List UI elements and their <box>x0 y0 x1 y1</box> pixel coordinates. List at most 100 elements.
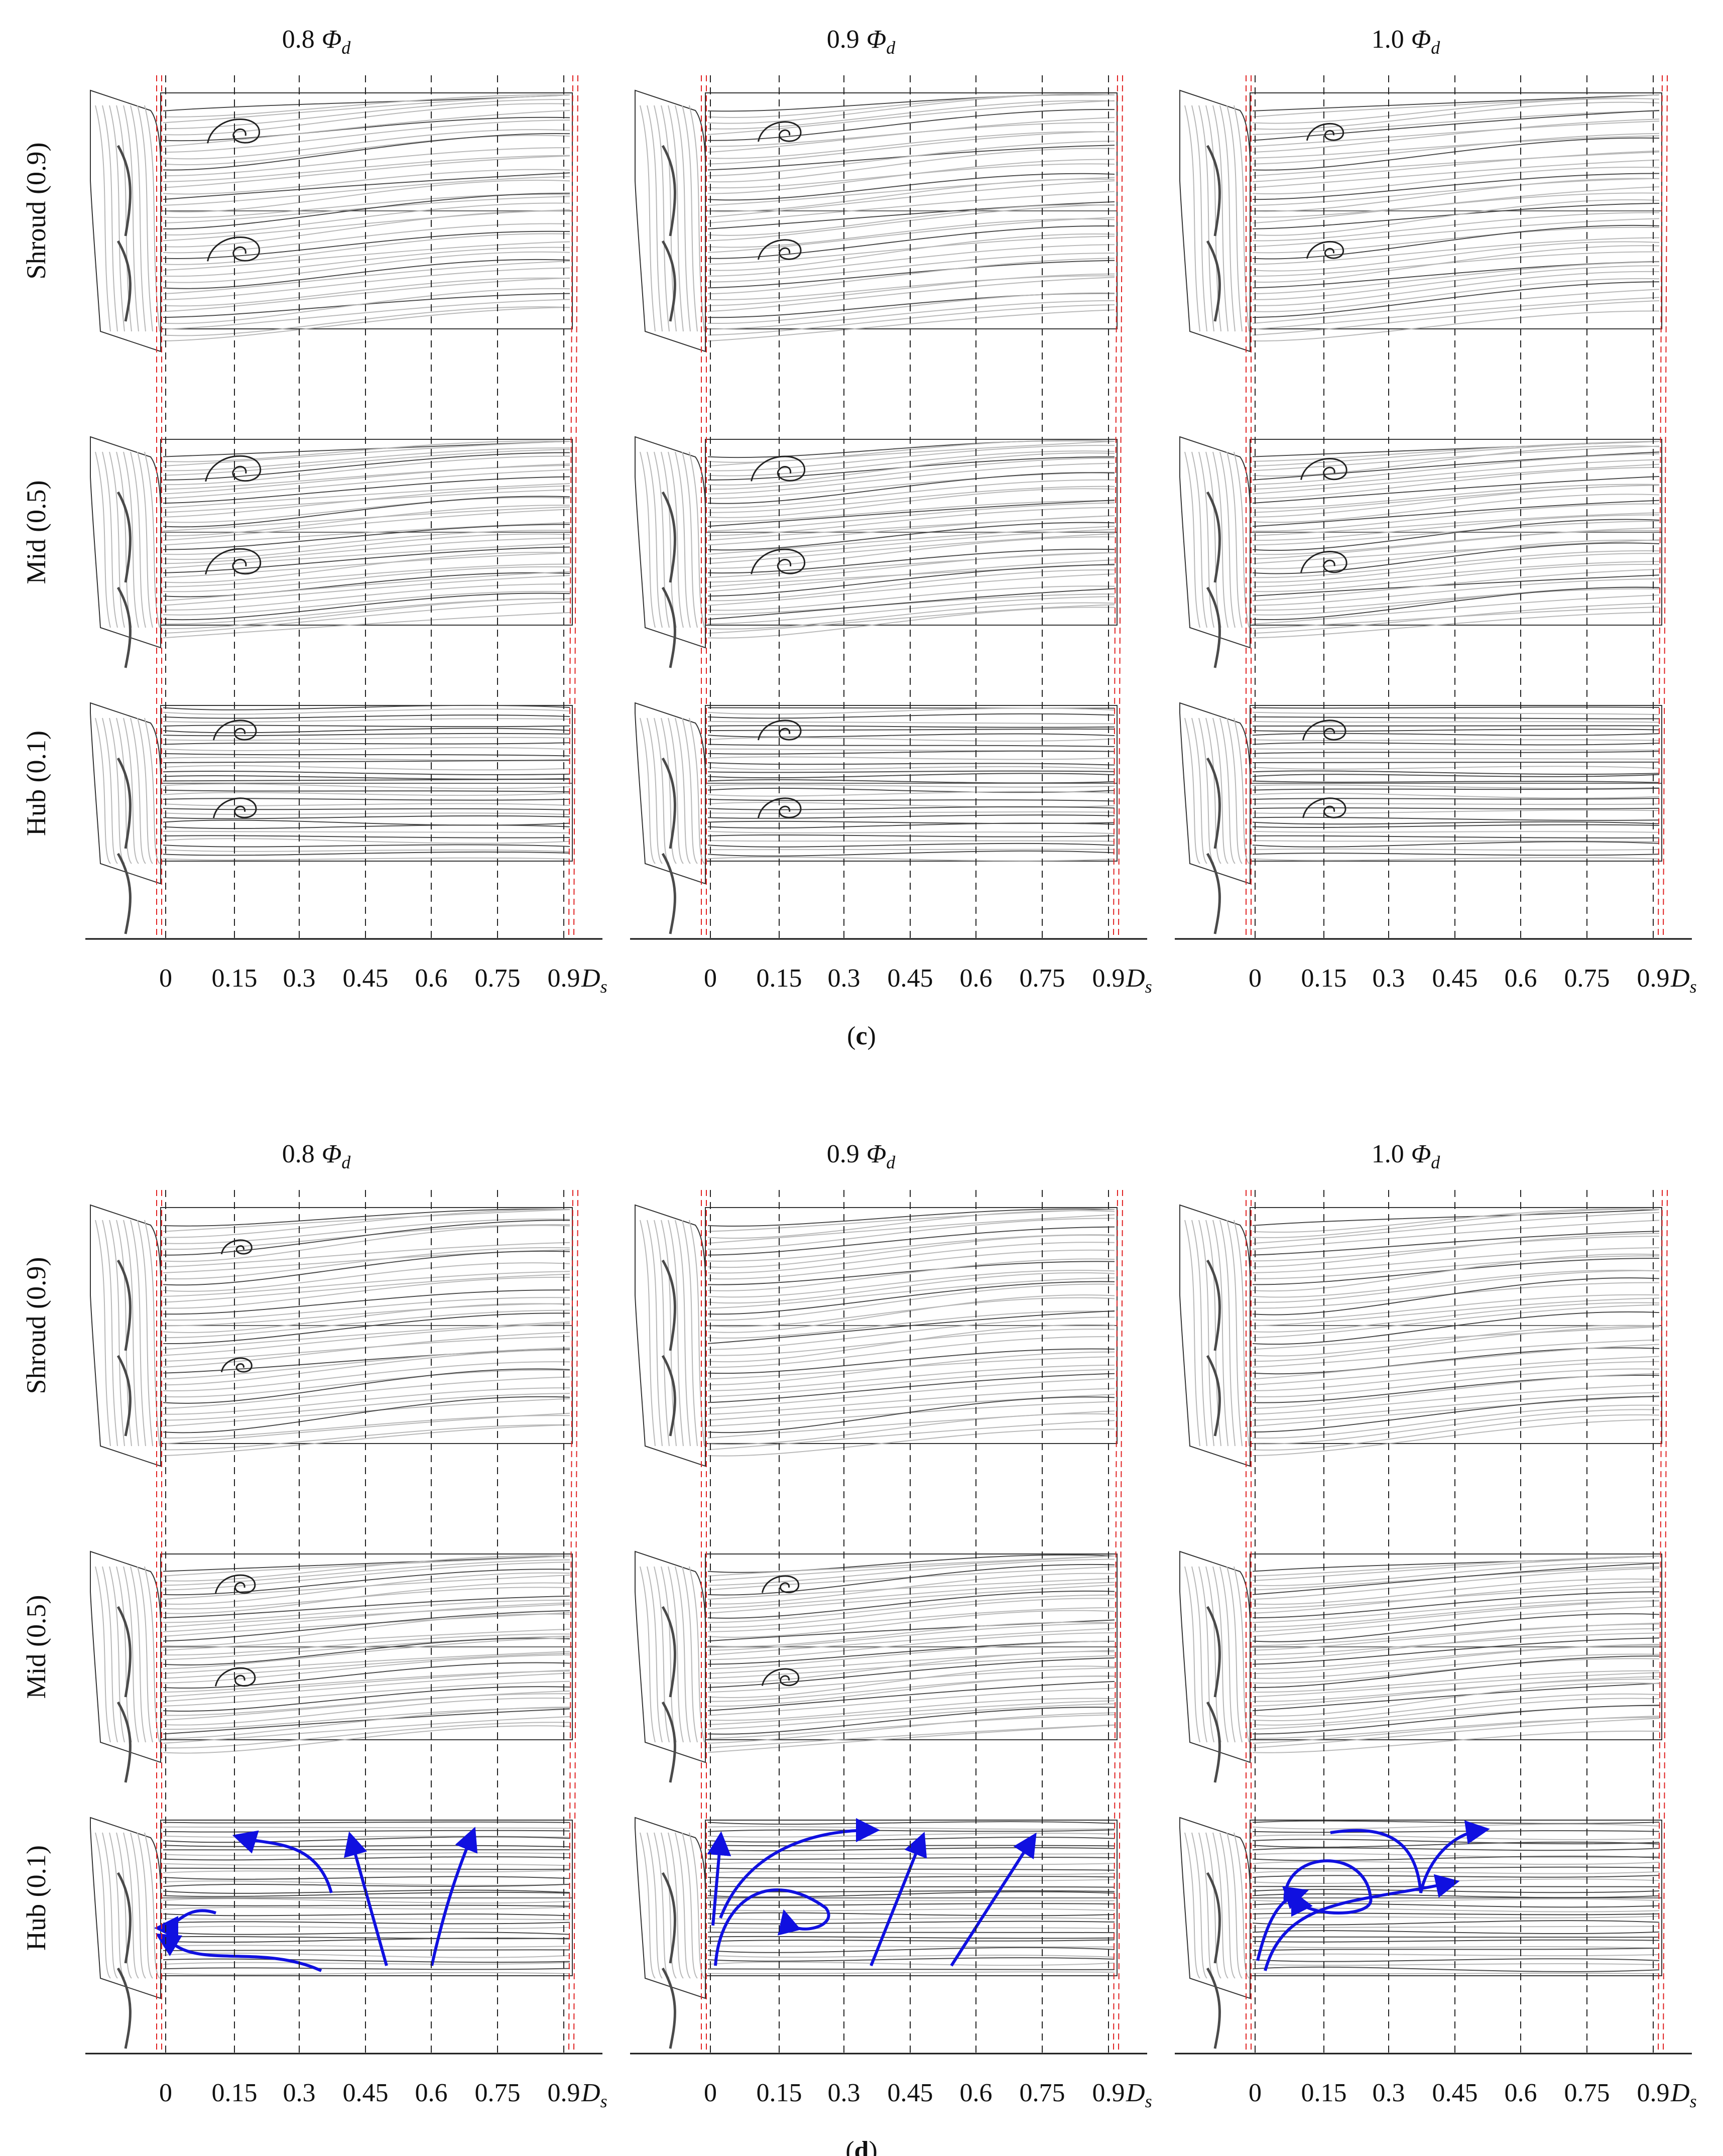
streamline <box>1252 574 1660 597</box>
streamline <box>163 747 570 751</box>
tick-label: 0.3 <box>283 964 316 993</box>
recirculation-vortex <box>757 121 802 142</box>
streamline <box>163 230 570 260</box>
streamline <box>163 1387 570 1415</box>
streamlines <box>1252 94 1660 342</box>
streamline <box>707 779 1115 784</box>
streamline <box>1252 118 1660 153</box>
streamline <box>163 1393 570 1421</box>
streamline <box>707 822 1115 829</box>
streamline <box>163 835 570 839</box>
streamline <box>163 251 570 283</box>
streamline <box>163 590 570 616</box>
streamline <box>707 1890 1115 1893</box>
blade-outline <box>635 436 706 649</box>
streamline <box>1252 1326 1660 1350</box>
streamline <box>707 1324 1115 1363</box>
streamline <box>707 1394 1115 1421</box>
tick-label: 0.3 <box>828 2079 860 2107</box>
streamline <box>163 209 570 242</box>
blade-profile <box>116 1259 132 1351</box>
blade-streamline <box>1226 105 1243 332</box>
streamline <box>163 440 570 462</box>
blade-profile <box>661 853 676 934</box>
axis-unit-subscript: s <box>1690 2091 1697 2111</box>
streamline <box>1252 1396 1660 1433</box>
panel-label: (c) <box>847 1022 876 1050</box>
streamline <box>1252 1875 1660 1878</box>
streamline <box>1252 1866 1660 1869</box>
row-label: Mid (0.5) <box>21 481 51 584</box>
streamline <box>163 155 570 188</box>
tick-label: 0.45 <box>343 964 389 993</box>
streamline <box>1252 1600 1660 1628</box>
streamline <box>1252 1644 1660 1674</box>
streamline <box>163 179 570 213</box>
streamline <box>707 1283 1115 1321</box>
streamline <box>1252 1902 1660 1908</box>
blade-streamline <box>668 105 684 332</box>
column-coeff: 1.0 <box>1372 1140 1404 1168</box>
streamline <box>163 1889 570 1894</box>
streamline <box>1252 1966 1660 1972</box>
streamline <box>163 760 570 763</box>
streamline <box>163 530 570 555</box>
streamline <box>163 1637 570 1669</box>
column-symbol: Φ <box>322 25 342 54</box>
streamline <box>163 714 570 719</box>
blade-profile <box>661 491 676 583</box>
streamline <box>707 191 1115 224</box>
streamline <box>163 1376 570 1409</box>
streamline <box>707 1564 1115 1596</box>
blade-streamline <box>144 1220 160 1447</box>
streamline <box>163 147 570 177</box>
streamline <box>1252 500 1660 527</box>
axis-unit: Ds <box>1670 964 1697 997</box>
streamline <box>707 529 1115 560</box>
streamline <box>1252 824 1660 828</box>
blade-profile <box>1206 1967 1221 2049</box>
blade-profile <box>116 1701 132 1783</box>
streamline <box>1252 1715 1660 1744</box>
tick-label: 0.6 <box>415 2079 448 2107</box>
streamline <box>163 1913 570 1917</box>
streamline <box>707 488 1115 518</box>
streamline <box>1252 706 1660 709</box>
streamline <box>707 1420 1115 1451</box>
streamline <box>1252 445 1660 477</box>
streamline <box>1252 1953 1660 1957</box>
red-dashed-line <box>1113 75 1118 939</box>
streamline <box>1252 212 1660 242</box>
blade-streamline <box>1184 451 1200 628</box>
blade-streamline <box>1198 1832 1214 1979</box>
streamline <box>163 1604 570 1628</box>
blade-streamline <box>654 1832 670 1979</box>
streamline <box>1252 218 1660 248</box>
streamline <box>163 94 570 117</box>
streamline <box>163 1826 570 1829</box>
streamline <box>1252 1889 1660 1893</box>
streamline <box>707 1249 1115 1280</box>
blade-streamline <box>144 717 160 864</box>
streamline <box>707 1584 1115 1614</box>
blade-streamline <box>1234 1832 1250 1979</box>
blade-outline <box>635 89 706 352</box>
column-subscript: d <box>1431 38 1440 58</box>
streamline <box>1252 1958 1660 1962</box>
blue-arrow <box>707 1831 731 1926</box>
streamline <box>163 1297 570 1321</box>
streamline <box>1252 1294 1660 1321</box>
streamline <box>163 496 570 528</box>
streamline <box>1252 821 1660 825</box>
streamline <box>163 1321 570 1350</box>
streamline <box>1252 733 1660 736</box>
blade-profile <box>1206 240 1221 322</box>
blade-streamline <box>144 1832 160 1979</box>
streamline <box>707 1294 1115 1333</box>
streamline <box>1252 1361 1660 1391</box>
streamline <box>163 849 570 853</box>
blue-arrow <box>155 1933 322 1972</box>
axis-unit-subscript: s <box>600 2091 607 2111</box>
blade-outline <box>90 1204 161 1467</box>
streamline <box>707 1700 1115 1725</box>
